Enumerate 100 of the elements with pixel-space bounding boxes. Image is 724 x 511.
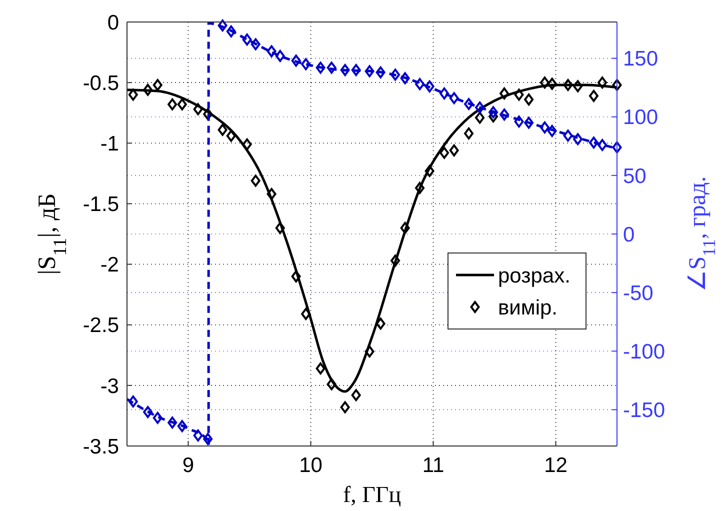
x-axis-title: f, ГГц <box>342 482 402 507</box>
y-tick-label: -0.5 <box>82 72 119 95</box>
y-tick-label: -2.5 <box>82 314 119 338</box>
point <box>475 112 485 124</box>
point <box>415 182 425 194</box>
y-tick-label: -3.5 <box>82 435 119 458</box>
legend-label: розрах. <box>498 264 570 288</box>
point <box>128 395 138 408</box>
x-tick-label: 10 <box>299 454 322 477</box>
point <box>340 401 350 414</box>
point <box>340 64 350 76</box>
point <box>488 110 498 122</box>
point <box>540 76 550 89</box>
point <box>301 308 311 320</box>
y-tick-label: -1 <box>100 132 119 156</box>
point <box>250 38 260 50</box>
point <box>177 420 187 432</box>
point <box>540 121 550 134</box>
point <box>588 136 598 149</box>
point <box>275 222 285 234</box>
point <box>475 102 485 114</box>
point <box>424 165 434 178</box>
point <box>193 429 203 442</box>
point <box>168 98 178 110</box>
y2-tick-label: -150 <box>623 399 666 422</box>
point <box>464 127 474 140</box>
point <box>573 133 583 146</box>
point <box>143 84 153 96</box>
point <box>218 20 228 32</box>
point <box>291 54 301 67</box>
point <box>266 188 276 200</box>
y2-tick-label: 100 <box>623 106 658 130</box>
point <box>500 108 510 121</box>
point <box>598 138 608 151</box>
y-tick-label: -1.5 <box>82 193 119 216</box>
point <box>193 103 203 116</box>
x-tick-label: 9 <box>182 454 194 477</box>
point <box>376 318 386 330</box>
point <box>218 124 228 136</box>
point <box>514 116 524 128</box>
point <box>152 78 162 91</box>
point <box>440 146 450 159</box>
point <box>390 254 400 267</box>
point <box>266 45 276 58</box>
point <box>612 141 622 154</box>
point <box>547 124 557 137</box>
point <box>316 362 326 374</box>
x-tick-label: 11 <box>422 454 444 477</box>
point <box>563 130 573 142</box>
point <box>152 412 162 424</box>
point <box>242 34 252 46</box>
legend-label: вимір. <box>498 296 558 320</box>
point <box>326 62 336 74</box>
x-tick-label: 12 <box>544 454 568 477</box>
point <box>449 144 459 156</box>
point <box>326 378 336 390</box>
point <box>464 98 474 110</box>
point <box>143 406 153 418</box>
point <box>250 174 260 187</box>
y2-tick-label: 50 <box>623 164 646 188</box>
point <box>400 222 410 234</box>
y2-tick-label: 150 <box>623 48 658 71</box>
point <box>424 80 434 92</box>
point <box>351 389 361 402</box>
point <box>588 90 598 102</box>
point <box>226 130 236 142</box>
y2-tick-label: 0 <box>623 223 635 246</box>
point <box>168 416 178 429</box>
point <box>376 66 386 78</box>
point <box>524 116 534 129</box>
point <box>390 68 400 81</box>
y-tick-label: 0 <box>107 11 119 34</box>
point <box>226 25 236 38</box>
point <box>563 78 573 91</box>
y2-tick-label: -100 <box>623 340 666 364</box>
point <box>128 88 138 101</box>
y-tick-label: -2 <box>100 254 119 277</box>
point <box>415 78 425 90</box>
point <box>275 50 285 62</box>
point <box>291 270 301 282</box>
point <box>203 432 213 445</box>
point <box>524 94 534 106</box>
point <box>500 87 510 100</box>
point <box>400 72 410 84</box>
point <box>316 62 326 74</box>
point <box>440 87 450 100</box>
point <box>351 64 361 76</box>
point <box>242 138 252 150</box>
point <box>177 98 187 110</box>
y-tick-label: -3 <box>100 374 119 398</box>
point <box>598 76 608 89</box>
point <box>301 58 311 70</box>
point <box>573 80 583 92</box>
point <box>364 65 374 78</box>
point <box>612 78 622 91</box>
point <box>203 108 213 120</box>
point <box>547 78 557 90</box>
point <box>488 106 498 118</box>
point <box>364 346 374 358</box>
y2-tick-label: -50 <box>623 282 654 305</box>
